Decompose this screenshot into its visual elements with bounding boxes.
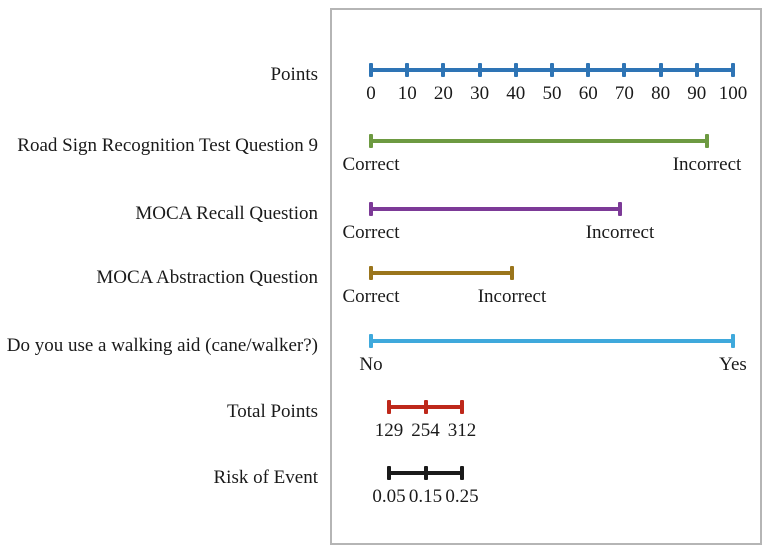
tick-points [369, 63, 373, 77]
tick-label-points: 20 [433, 83, 453, 104]
axis-line-moca-recall [371, 207, 620, 211]
tick-label-points: 70 [614, 83, 634, 104]
row-label-risk-of-event: Risk of Event [213, 467, 319, 488]
row-label-moca-recall: MOCA Recall Question [135, 203, 318, 224]
tick-label-points: 10 [397, 83, 417, 104]
row-label-moca-abstraction: MOCA Abstraction Question [96, 267, 318, 288]
tick-label-road-sign-q9: Correct [342, 154, 400, 175]
tick-label-points: 80 [651, 83, 671, 104]
tick-moca-recall [617, 202, 622, 216]
tick-label-risk-of-event: 0.05 [372, 486, 406, 507]
tick-moca-abstraction [369, 266, 373, 280]
tick-points [441, 63, 446, 77]
tick-label-points: 30 [470, 83, 490, 104]
tick-points [694, 63, 699, 77]
tick-label-points: 90 [687, 83, 707, 104]
tick-label-road-sign-q9: Incorrect [672, 154, 742, 175]
tick-road-sign-q9 [705, 134, 709, 148]
tick-points [513, 63, 518, 77]
tick-label-walking-aid: No [359, 354, 383, 375]
tick-points [405, 63, 410, 77]
tick-points [586, 63, 591, 77]
tick-label-points: 50 [542, 83, 562, 104]
tick-walking-aid [369, 334, 373, 348]
tick-label-moca-recall: Incorrect [585, 222, 655, 243]
tick-total-points [423, 400, 428, 414]
tick-points [731, 63, 735, 77]
tick-moca-recall [369, 202, 373, 216]
tick-label-points: 0 [366, 83, 376, 104]
axis-line-road-sign-q9 [371, 139, 707, 143]
row-label-road-sign-q9: Road Sign Recognition Test Question 9 [17, 135, 318, 156]
tick-risk-of-event [460, 466, 464, 480]
tick-label-risk-of-event: 0.25 [445, 486, 479, 507]
tick-label-total-points: 254 [411, 420, 440, 441]
tick-label-moca-abstraction: Incorrect [477, 286, 547, 307]
tick-label-moca-abstraction: Correct [342, 286, 400, 307]
tick-risk-of-event [423, 466, 428, 480]
tick-points [550, 63, 554, 77]
tick-label-points: 40 [506, 83, 526, 104]
tick-label-points: 60 [578, 83, 598, 104]
plot-box [330, 8, 762, 545]
row-label-total-points: Total Points [226, 401, 318, 422]
axis-line-walking-aid [371, 339, 733, 343]
tick-total-points [386, 400, 391, 414]
tick-label-total-points: 129 [374, 420, 404, 441]
tick-label-points: 100 [718, 83, 748, 104]
tick-label-risk-of-event: 0.15 [408, 486, 443, 507]
tick-moca-abstraction [509, 266, 514, 280]
axis-line-moca-abstraction [371, 271, 512, 275]
tick-label-walking-aid: Yes [719, 354, 747, 375]
tick-total-points [460, 400, 464, 414]
tick-points [622, 63, 627, 77]
tick-points [658, 63, 663, 77]
row-label-points: Points [270, 64, 318, 85]
tick-points [477, 63, 482, 77]
row-label-walking-aid: Do you use a walking aid (cane/walker?) [6, 335, 318, 356]
tick-label-total-points: 312 [447, 420, 477, 441]
tick-walking-aid [731, 334, 735, 348]
tick-road-sign-q9 [369, 134, 373, 148]
tick-risk-of-event [386, 466, 391, 480]
tick-label-moca-recall: Correct [342, 222, 400, 243]
